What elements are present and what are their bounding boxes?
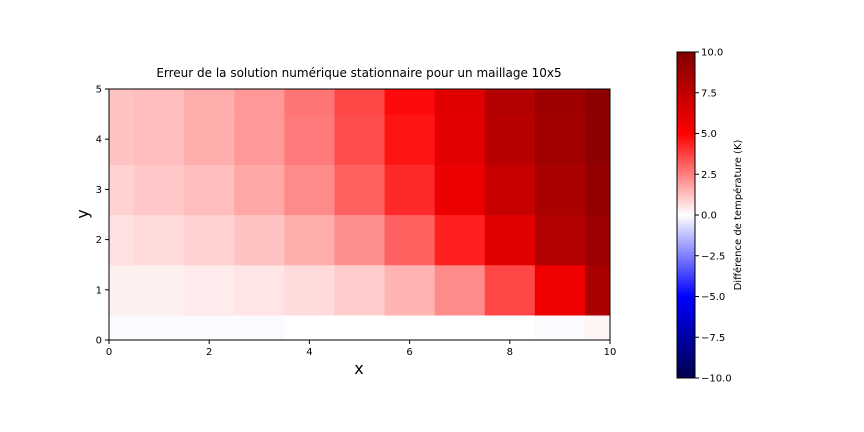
heatmap-cell [334, 89, 386, 115]
heatmap-cell [334, 164, 386, 216]
heatmap-cell [334, 114, 386, 165]
heatmap-cell [134, 314, 185, 340]
heatmap-cell [534, 214, 586, 266]
y-tick-label: 2 [96, 235, 102, 246]
heatmap-cell [109, 314, 135, 340]
heatmap-cell [184, 264, 235, 316]
heatmap-cell [584, 89, 610, 115]
x-axis-ticks: 0 2 4 6 8 10 [106, 340, 617, 358]
heatmap-cell [584, 164, 610, 216]
x-axis-label: x [354, 359, 363, 378]
x-tick-label: 0 [106, 347, 112, 358]
y-tick-label: 3 [96, 185, 102, 196]
colorbar-label: Différence de température (K) [732, 140, 744, 291]
heatmap-cell [384, 214, 436, 266]
plot-frame [108, 88, 611, 341]
heatmap-cell [584, 114, 610, 165]
heatmap-cell [534, 314, 586, 340]
heatmap-cell [184, 164, 235, 216]
heatmap-cell [134, 264, 185, 316]
colorbar-tick-label: −7.5 [701, 333, 725, 344]
y-axis-ticks: 0 1 2 3 4 5 [96, 85, 109, 347]
heatmap-cell [434, 214, 486, 266]
colorbar [676, 51, 696, 379]
heatmap-cell [234, 114, 285, 165]
heatmap-cell [134, 164, 185, 216]
heatmap-cell [284, 89, 336, 115]
x-tick-label: 8 [507, 347, 513, 358]
heatmap-cell [184, 89, 235, 115]
heatmap-cell [334, 214, 386, 266]
heatmap-cell [384, 164, 436, 216]
heatmap-cell [284, 114, 336, 165]
x-tick-label: 6 [406, 347, 412, 358]
heatmap-cell [234, 89, 285, 115]
heatmap-cell [584, 214, 610, 266]
heatmap-cell [484, 314, 536, 340]
heatmap-cell [184, 314, 235, 340]
heatmap-cell [334, 264, 386, 316]
heatmap-cell [534, 114, 586, 165]
colorbar-tick-label: −2.5 [701, 251, 725, 262]
heatmap-cell [484, 164, 536, 216]
heatmap-cell [284, 164, 336, 216]
heatmap-cell [584, 264, 610, 316]
heatmap-cell [484, 114, 536, 165]
y-tick-label: 0 [96, 336, 102, 347]
heatmap-cell [434, 114, 486, 165]
heatmap-cell [234, 314, 285, 340]
heatmap-cell [584, 314, 610, 340]
heatmap-cell [234, 214, 285, 266]
heatmap-cell [384, 89, 436, 115]
heatmap-cell [234, 164, 285, 216]
heatmap-cell [184, 214, 235, 266]
heatmap-cell [534, 89, 586, 115]
colorbar-tick-label: 5.0 [701, 129, 717, 140]
heatmap-cell [384, 314, 436, 340]
heatmap-cell [109, 214, 135, 266]
x-tick-label: 2 [206, 347, 212, 358]
heatmap-cell [534, 264, 586, 316]
heatmap-cell [484, 264, 536, 316]
heatmap-cell [534, 164, 586, 216]
heatmap-cell [434, 314, 486, 340]
colorbar-ticks: −10.0 −7.5 −5.0 −2.5 0.0 2.5 5.0 7.5 10.0 [695, 48, 732, 385]
colorbar-tick-label: −5.0 [701, 292, 725, 303]
heatmap-cell [184, 114, 235, 165]
heatmap-cell [384, 264, 436, 316]
chart-title: Erreur de la solution numérique stationn… [156, 66, 561, 80]
heatmap-cell [384, 114, 436, 165]
heatmap-cell [109, 164, 135, 216]
colorbar-tick-label: 7.5 [701, 88, 717, 99]
heatmap-cell [134, 89, 185, 115]
x-tick-label: 4 [306, 347, 312, 358]
colorbar-tick-label: 2.5 [701, 170, 717, 181]
heatmap-cell [284, 314, 336, 340]
heatmap-cell [134, 214, 185, 266]
y-tick-label: 4 [96, 135, 102, 146]
heatmap-cells [109, 89, 610, 340]
heatmap-cell [434, 164, 486, 216]
colorbar-tick-label: −10.0 [701, 374, 732, 385]
heatmap-cell [484, 214, 536, 266]
y-tick-label: 5 [96, 85, 102, 96]
heatmap-cell [334, 314, 386, 340]
heatmap-cell [134, 114, 185, 165]
colorbar-tick-label: 0.0 [701, 211, 717, 222]
heatmap-cell [109, 89, 135, 115]
heatmap-cell [284, 214, 336, 266]
y-tick-label: 1 [96, 285, 102, 296]
heatmap-cell [109, 114, 135, 165]
heatmap-cell [234, 264, 285, 316]
y-axis-label: y [73, 209, 92, 218]
heatmap-cell [109, 264, 135, 316]
x-tick-label: 10 [604, 347, 617, 358]
heatmap-cell [484, 89, 536, 115]
heatmap-cell [284, 264, 336, 316]
heatmap-cell [434, 264, 486, 316]
colorbar-tick-label: 10.0 [701, 48, 723, 59]
heatmap-cell [434, 89, 486, 115]
